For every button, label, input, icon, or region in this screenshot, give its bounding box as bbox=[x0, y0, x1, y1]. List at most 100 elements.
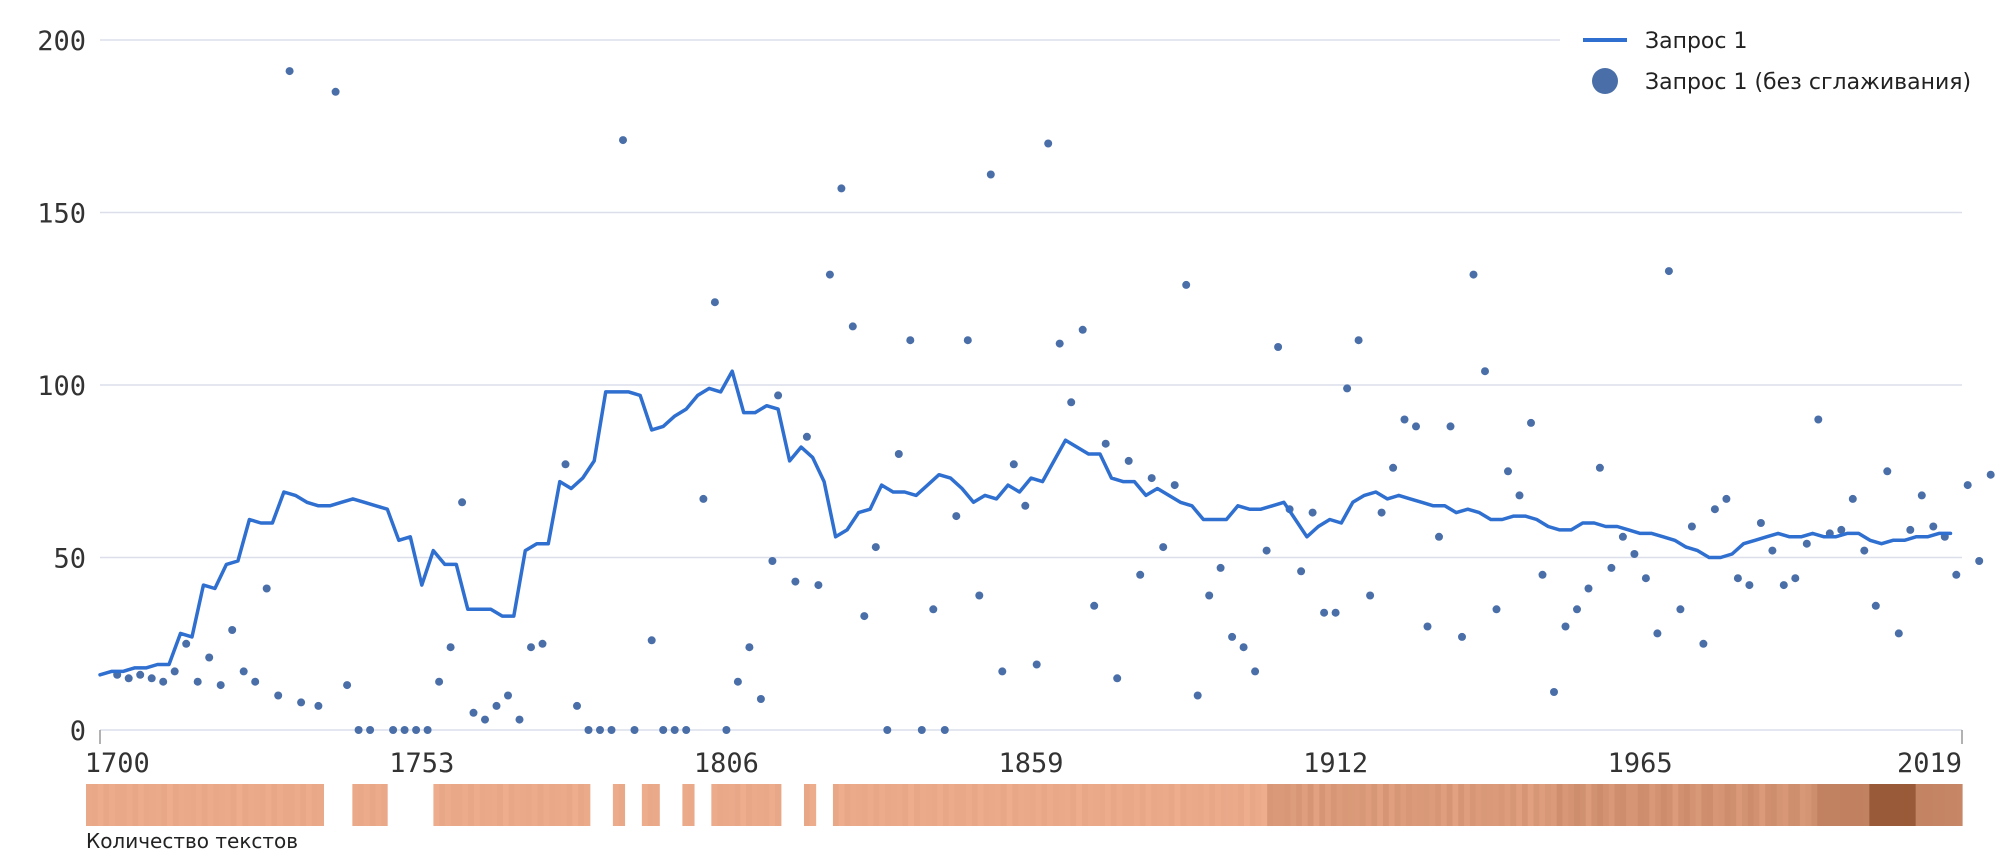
data-point bbox=[619, 136, 627, 145]
x-tick-label: 1912 bbox=[1303, 748, 1368, 779]
data-point bbox=[871, 543, 880, 552]
strip-year-bar bbox=[1875, 784, 1882, 826]
data-point bbox=[561, 460, 570, 469]
strip-year-bar bbox=[1799, 784, 1807, 826]
strip-year-bar bbox=[775, 784, 782, 826]
data-point bbox=[1837, 525, 1846, 534]
strip-year-bar bbox=[1666, 784, 1674, 826]
strip-year-bar bbox=[236, 784, 243, 826]
strip-year-bar bbox=[462, 784, 469, 826]
strip-year-bar bbox=[1765, 784, 1772, 826]
strip-year-bar bbox=[520, 784, 527, 826]
data-point bbox=[894, 450, 903, 458]
strip-year-bar bbox=[1290, 784, 1297, 826]
strip-year-bar bbox=[688, 784, 695, 826]
strip-year-bar bbox=[1655, 784, 1662, 826]
strip-year-bar bbox=[803, 784, 811, 826]
data-point bbox=[940, 726, 949, 734]
strip-year-bar bbox=[578, 784, 585, 826]
data-point bbox=[774, 391, 783, 400]
strip-year-bar bbox=[711, 784, 718, 826]
strip-year-bar bbox=[1174, 784, 1181, 826]
strip-year-bar bbox=[282, 784, 290, 826]
data-point bbox=[446, 643, 455, 652]
data-point bbox=[596, 726, 604, 734]
strip-year-bar bbox=[902, 784, 909, 826]
data-point bbox=[682, 726, 691, 734]
strip-year-bar bbox=[248, 784, 255, 826]
strip-year-bar bbox=[311, 784, 319, 826]
strip-year-bar bbox=[1794, 784, 1801, 826]
strip-year-bar bbox=[1736, 784, 1743, 826]
data-point bbox=[1274, 343, 1283, 351]
data-point bbox=[1435, 532, 1443, 541]
strip-year-bar bbox=[1921, 784, 1928, 826]
strip-year-bar bbox=[1747, 784, 1755, 826]
data-point bbox=[814, 581, 823, 590]
data-point bbox=[986, 170, 995, 179]
strip-year-bar bbox=[682, 784, 689, 826]
strip-year-bar bbox=[1828, 784, 1836, 826]
data-point bbox=[1848, 494, 1857, 503]
data-point bbox=[1860, 546, 1869, 555]
data-point bbox=[239, 667, 248, 676]
strip-year-bar bbox=[832, 784, 840, 826]
strip-year-bar bbox=[890, 784, 898, 826]
strip-year-bar bbox=[1382, 784, 1390, 826]
strip-year-bar bbox=[1041, 784, 1048, 826]
strip-year-bar bbox=[531, 784, 539, 826]
data-point bbox=[998, 667, 1007, 676]
strip-year-bar bbox=[1811, 784, 1818, 826]
data-point bbox=[1733, 574, 1742, 583]
strip-year-bar bbox=[942, 784, 950, 826]
strip-year-bar bbox=[1759, 784, 1766, 826]
data-point bbox=[297, 698, 306, 707]
y-tick: 0 bbox=[70, 716, 86, 747]
strip-year-bar bbox=[1197, 784, 1205, 826]
strip-year-bar bbox=[213, 784, 220, 826]
data-point bbox=[193, 677, 202, 686]
data-point bbox=[331, 87, 340, 96]
data-point bbox=[159, 677, 168, 686]
strip-year-bar bbox=[363, 784, 371, 826]
data-point bbox=[607, 726, 616, 734]
data-point bbox=[1883, 467, 1892, 476]
strip-year-bar bbox=[838, 784, 846, 826]
x-tick-label: 1806 bbox=[694, 748, 759, 779]
data-point bbox=[963, 336, 972, 345]
strip-year-bar bbox=[497, 784, 504, 826]
strip-year-bar bbox=[1099, 784, 1106, 826]
data-point bbox=[274, 691, 283, 700]
strip-year-bar bbox=[763, 784, 770, 826]
strip-year-bar bbox=[1591, 784, 1598, 826]
strip-year-bar bbox=[740, 784, 747, 826]
data-point bbox=[1894, 629, 1903, 638]
strip-year-bar bbox=[161, 784, 168, 826]
strip-year-bar bbox=[1562, 784, 1569, 826]
data-point bbox=[906, 336, 915, 345]
strip-year-bar bbox=[653, 784, 660, 826]
x-tick-label: 1753 bbox=[389, 748, 454, 779]
strip-year-bar bbox=[1342, 784, 1349, 826]
data-point bbox=[1216, 563, 1225, 572]
legend[interactable]: Запрос 1 Запрос 1 (без сглаживания) bbox=[1583, 29, 1971, 95]
strip-year-bar bbox=[1122, 784, 1129, 826]
data-point bbox=[1595, 463, 1604, 472]
strip-year-bar bbox=[1660, 784, 1668, 826]
data-point bbox=[435, 677, 444, 686]
strip-year-bar bbox=[1550, 784, 1558, 826]
strip-year-bar bbox=[288, 784, 296, 826]
strip-year-bar bbox=[1620, 784, 1627, 826]
strip-year-bar bbox=[1139, 784, 1147, 826]
data-point bbox=[1469, 270, 1478, 279]
data-point bbox=[768, 557, 777, 565]
strip-year-bar bbox=[1452, 784, 1459, 826]
strip-year-bar bbox=[277, 784, 284, 826]
strip-year-bar bbox=[1487, 784, 1494, 826]
data-point bbox=[929, 605, 938, 614]
strip-year-bar bbox=[381, 784, 388, 826]
x-tick: 1700 bbox=[85, 748, 150, 779]
strip-year-bar bbox=[224, 784, 232, 826]
data-point bbox=[527, 643, 535, 652]
strip-year-bar bbox=[1267, 784, 1274, 826]
